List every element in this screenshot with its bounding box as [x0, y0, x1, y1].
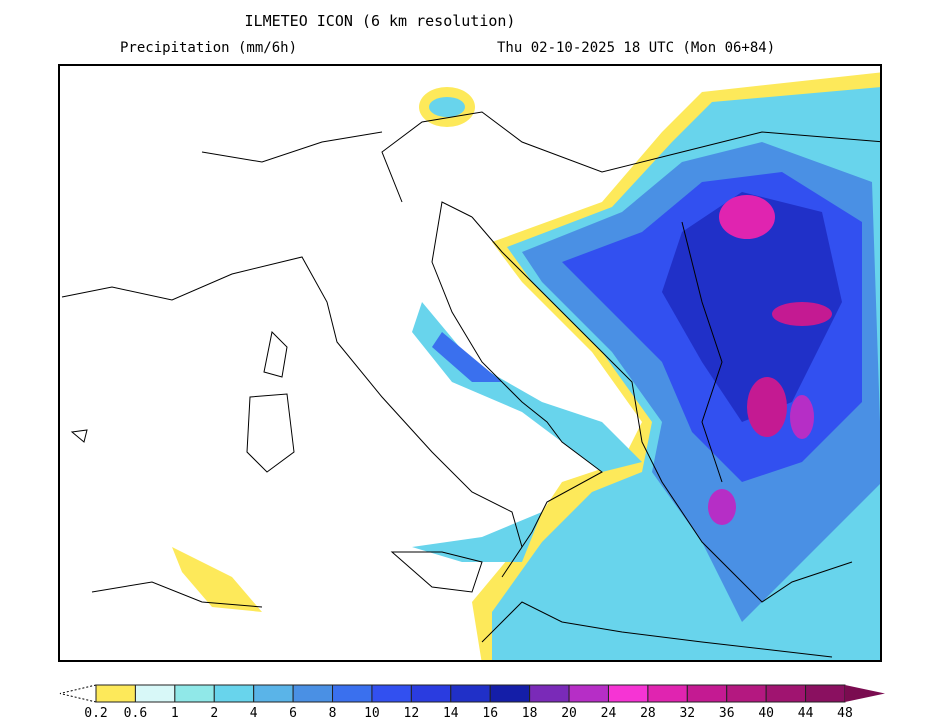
colorbar-label: 48 [837, 706, 853, 721]
colorbar-swatch [371, 684, 412, 703]
colorbar-label: 14 [442, 706, 459, 721]
map-title: ILMETEO ICON (6 km resolution) [244, 12, 516, 30]
colorbar-label: 16 [482, 706, 499, 721]
colorbar-under-arrow [59, 684, 97, 703]
colorbar-swatch [174, 684, 215, 703]
colorbar-swatch [450, 684, 491, 703]
colorbar-label: 12 [403, 706, 420, 721]
colorbar-swatch [489, 684, 531, 703]
colorbar-swatch [726, 684, 767, 703]
colorbar-label: 32 [679, 706, 696, 721]
colorbar-label: 4 [249, 706, 258, 721]
colorbar-swatch [213, 684, 255, 703]
colorbar-label: 10 [364, 706, 380, 721]
colorbar-swatch [410, 684, 452, 703]
colorbar-swatch [529, 684, 570, 703]
colorbar-swatch [647, 684, 688, 703]
valid-time: Thu 02-10-2025 18 UTC (Mon 06+84) [497, 40, 776, 56]
colorbar-label: 0.6 [123, 706, 148, 721]
variable-label: Precipitation (mm/6h) [120, 40, 298, 56]
colorbar-swatch [805, 684, 846, 703]
colorbar-label: 2 [210, 706, 219, 721]
colorbar-swatch [568, 684, 609, 703]
colorbar-swatch [292, 684, 334, 703]
colorbar-swatch [95, 684, 136, 703]
colorbar-label: 6 [289, 706, 298, 721]
colorbar-label: 18 [521, 706, 538, 721]
colorbar-label: 24 [600, 706, 617, 721]
precipitation-map [58, 64, 882, 662]
colorbar-swatch [765, 684, 807, 703]
colorbar-label: 36 [718, 706, 735, 721]
colorbar-swatch [134, 684, 176, 703]
colorbar-swatch [332, 684, 373, 703]
precipitation-field [172, 72, 880, 660]
colorbar-over-arrow [845, 685, 885, 702]
colorbar-swatch [686, 684, 728, 703]
colorbar-label: 40 [758, 706, 774, 721]
coastlines [61, 111, 880, 658]
colorbar-label: 1 [170, 706, 179, 721]
colorbar-label: 8 [328, 706, 337, 721]
colorbar-label: 44 [797, 706, 814, 721]
colorbar-label: 28 [640, 706, 656, 721]
colorbar-swatch [253, 684, 294, 703]
colorbar-swatch [607, 684, 649, 703]
colorbar-label: 20 [561, 706, 577, 721]
colorbar [59, 684, 885, 703]
colorbar-label: 0.2 [84, 706, 108, 721]
